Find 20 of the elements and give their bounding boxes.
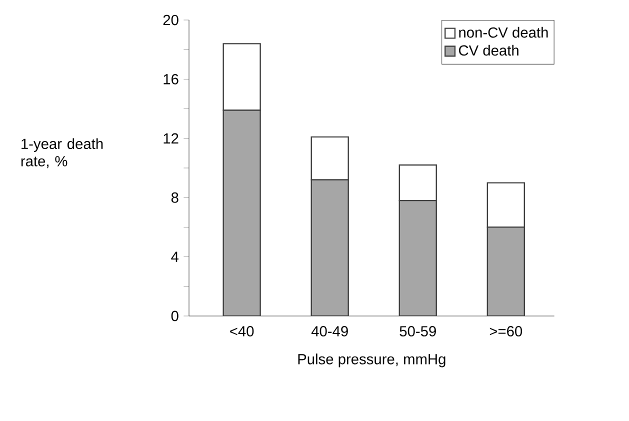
x-tick-label: >=60: [490, 326, 522, 336]
y-axis-title: 1-year death rate, %: [21, 138, 103, 168]
bar: [486, 226, 526, 316]
bar: [398, 200, 437, 316]
bar: [310, 136, 349, 180]
x-tick-label: 50-59: [400, 326, 436, 336]
bar: [310, 179, 349, 316]
x-axis-title: Pulse pressure, mmHg: [298, 354, 446, 368]
y-tick-label: 16: [164, 74, 178, 84]
y-tick-label: 20: [163, 14, 178, 26]
x-tick-label: 40-49: [311, 326, 348, 336]
legend-label: non-CV death: [459, 26, 548, 38]
y-tick-label: 12: [164, 133, 178, 144]
y-tick-label: 8: [171, 192, 178, 203]
bar: [222, 110, 261, 316]
legend-label: CV death: [458, 44, 518, 56]
x-tick-label: <40: [230, 326, 254, 336]
bar: [398, 164, 437, 202]
y-tick-label: 4: [171, 252, 179, 262]
y-tick-label: 0: [171, 310, 178, 322]
